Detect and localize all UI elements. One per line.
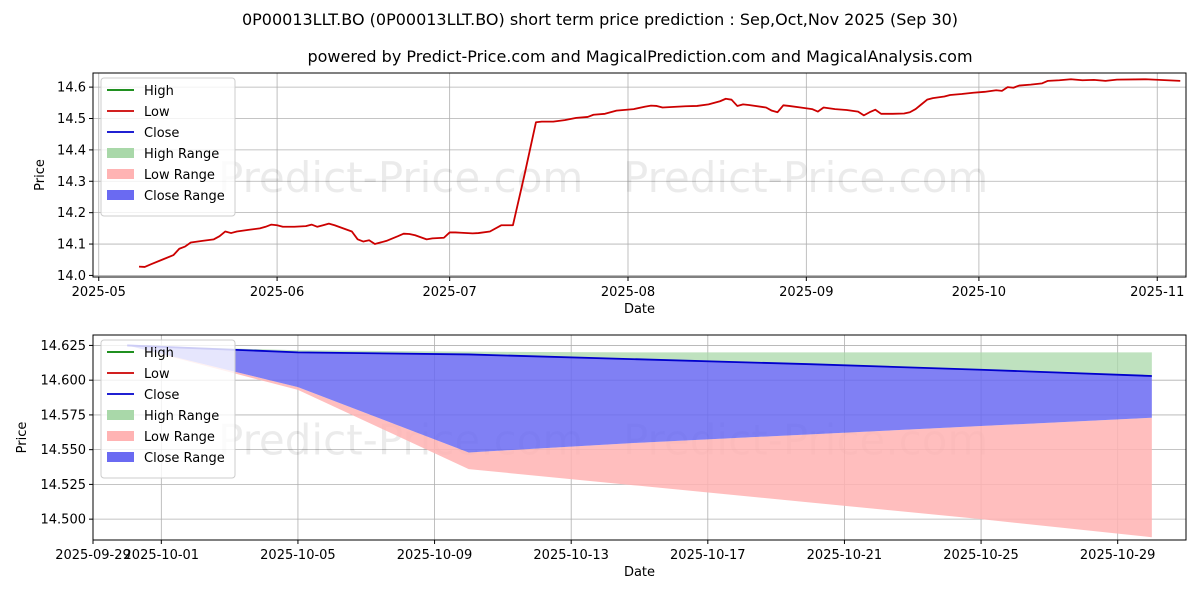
plot-area — [138, 78, 1181, 268]
legend-box — [100, 339, 236, 479]
y-tick-label: 14.1 — [57, 238, 86, 253]
y-tick-label: 14.5 — [57, 112, 86, 127]
legend-label: Close — [144, 388, 179, 403]
legend-swatch-patch — [107, 410, 134, 420]
plot-area — [127, 344, 1152, 538]
x-tick-label: 2025-09 — [779, 285, 833, 300]
y-tick-label: 14.550 — [41, 443, 87, 458]
legend-label: Low Range — [144, 430, 215, 445]
legend-label: High — [144, 84, 174, 99]
legend-label: Low Range — [144, 168, 215, 183]
figure-title: 0P00013LLT.BO (0P00013LLT.BO) short term… — [242, 10, 958, 29]
y-axis-label: Price — [15, 422, 30, 454]
y-tick-label: 14.625 — [41, 339, 87, 354]
x-tick-label: 2025-10-17 — [670, 548, 746, 563]
figure-subtitle: powered by Predict-Price.com and Magical… — [307, 47, 972, 66]
close-line — [127, 344, 1152, 377]
legend-label: Low — [144, 105, 170, 120]
plot-frame — [92, 334, 1187, 541]
legend-label: Close — [144, 126, 179, 141]
x-tick-label: 2025-10 — [952, 285, 1006, 300]
x-axis-label: Date — [624, 302, 655, 317]
y-tick-label: 14.575 — [41, 408, 87, 423]
y-tick-label: 14.600 — [41, 374, 87, 389]
x-tick-label: 2025-10-21 — [807, 548, 883, 563]
y-axis-label: Price — [33, 159, 48, 191]
x-tick-label: 2025-10-25 — [943, 548, 1019, 563]
y-tick-label: 14.6 — [57, 81, 86, 96]
y-tick-label: 14.0 — [57, 269, 86, 284]
forecast-chart: Predict-Price.comPredict-Price.com2025-0… — [15, 334, 1187, 580]
watermark-text: Predict-Price.com — [623, 153, 988, 202]
y-tick-label: 14.500 — [41, 513, 87, 528]
legend-swatch-patch — [107, 190, 134, 200]
legend-label: High Range — [144, 409, 219, 424]
legend-swatch-patch — [107, 452, 134, 462]
legend-swatch-patch — [107, 169, 134, 179]
low-line — [138, 78, 1181, 268]
y-tick-label: 14.525 — [41, 478, 87, 493]
watermark-text: Predict-Price.com — [218, 153, 583, 202]
y-tick-label: 14.3 — [57, 175, 86, 190]
legend-label: Low — [144, 367, 170, 382]
legend-label: Close Range — [144, 451, 225, 466]
plot-frame — [92, 72, 1187, 278]
legend-label: High — [144, 346, 174, 361]
legend-label: High Range — [144, 147, 219, 162]
x-tick-label: 2025-09-29 — [55, 548, 131, 563]
x-tick-label: 2025-10-13 — [533, 548, 609, 563]
x-tick-label: 2025-08 — [601, 285, 655, 300]
x-tick-label: 2025-10-01 — [124, 548, 200, 563]
x-tick-label: 2025-11 — [1130, 285, 1184, 300]
x-tick-label: 2025-07 — [422, 285, 476, 300]
x-tick-label: 2025-10-05 — [260, 548, 336, 563]
legend-swatch-patch — [107, 148, 134, 158]
x-tick-label: 2025-10-29 — [1080, 548, 1156, 563]
x-tick-label: 2025-05 — [72, 285, 126, 300]
x-tick-label: 2025-10-09 — [397, 548, 473, 563]
legend-label: Close Range — [144, 189, 225, 204]
legend-swatch-patch — [107, 431, 134, 441]
y-tick-label: 14.4 — [57, 143, 86, 158]
legend-box — [100, 77, 236, 217]
low-range-band — [127, 345, 1152, 538]
history-chart: Predict-Price.com Predict-Price.com 2025-0… — [33, 72, 1187, 317]
y-tick-label: 14.2 — [57, 206, 86, 221]
close-range-band — [127, 345, 1152, 453]
x-tick-label: 2025-06 — [250, 285, 304, 300]
x-axis-label: Date — [624, 565, 655, 580]
